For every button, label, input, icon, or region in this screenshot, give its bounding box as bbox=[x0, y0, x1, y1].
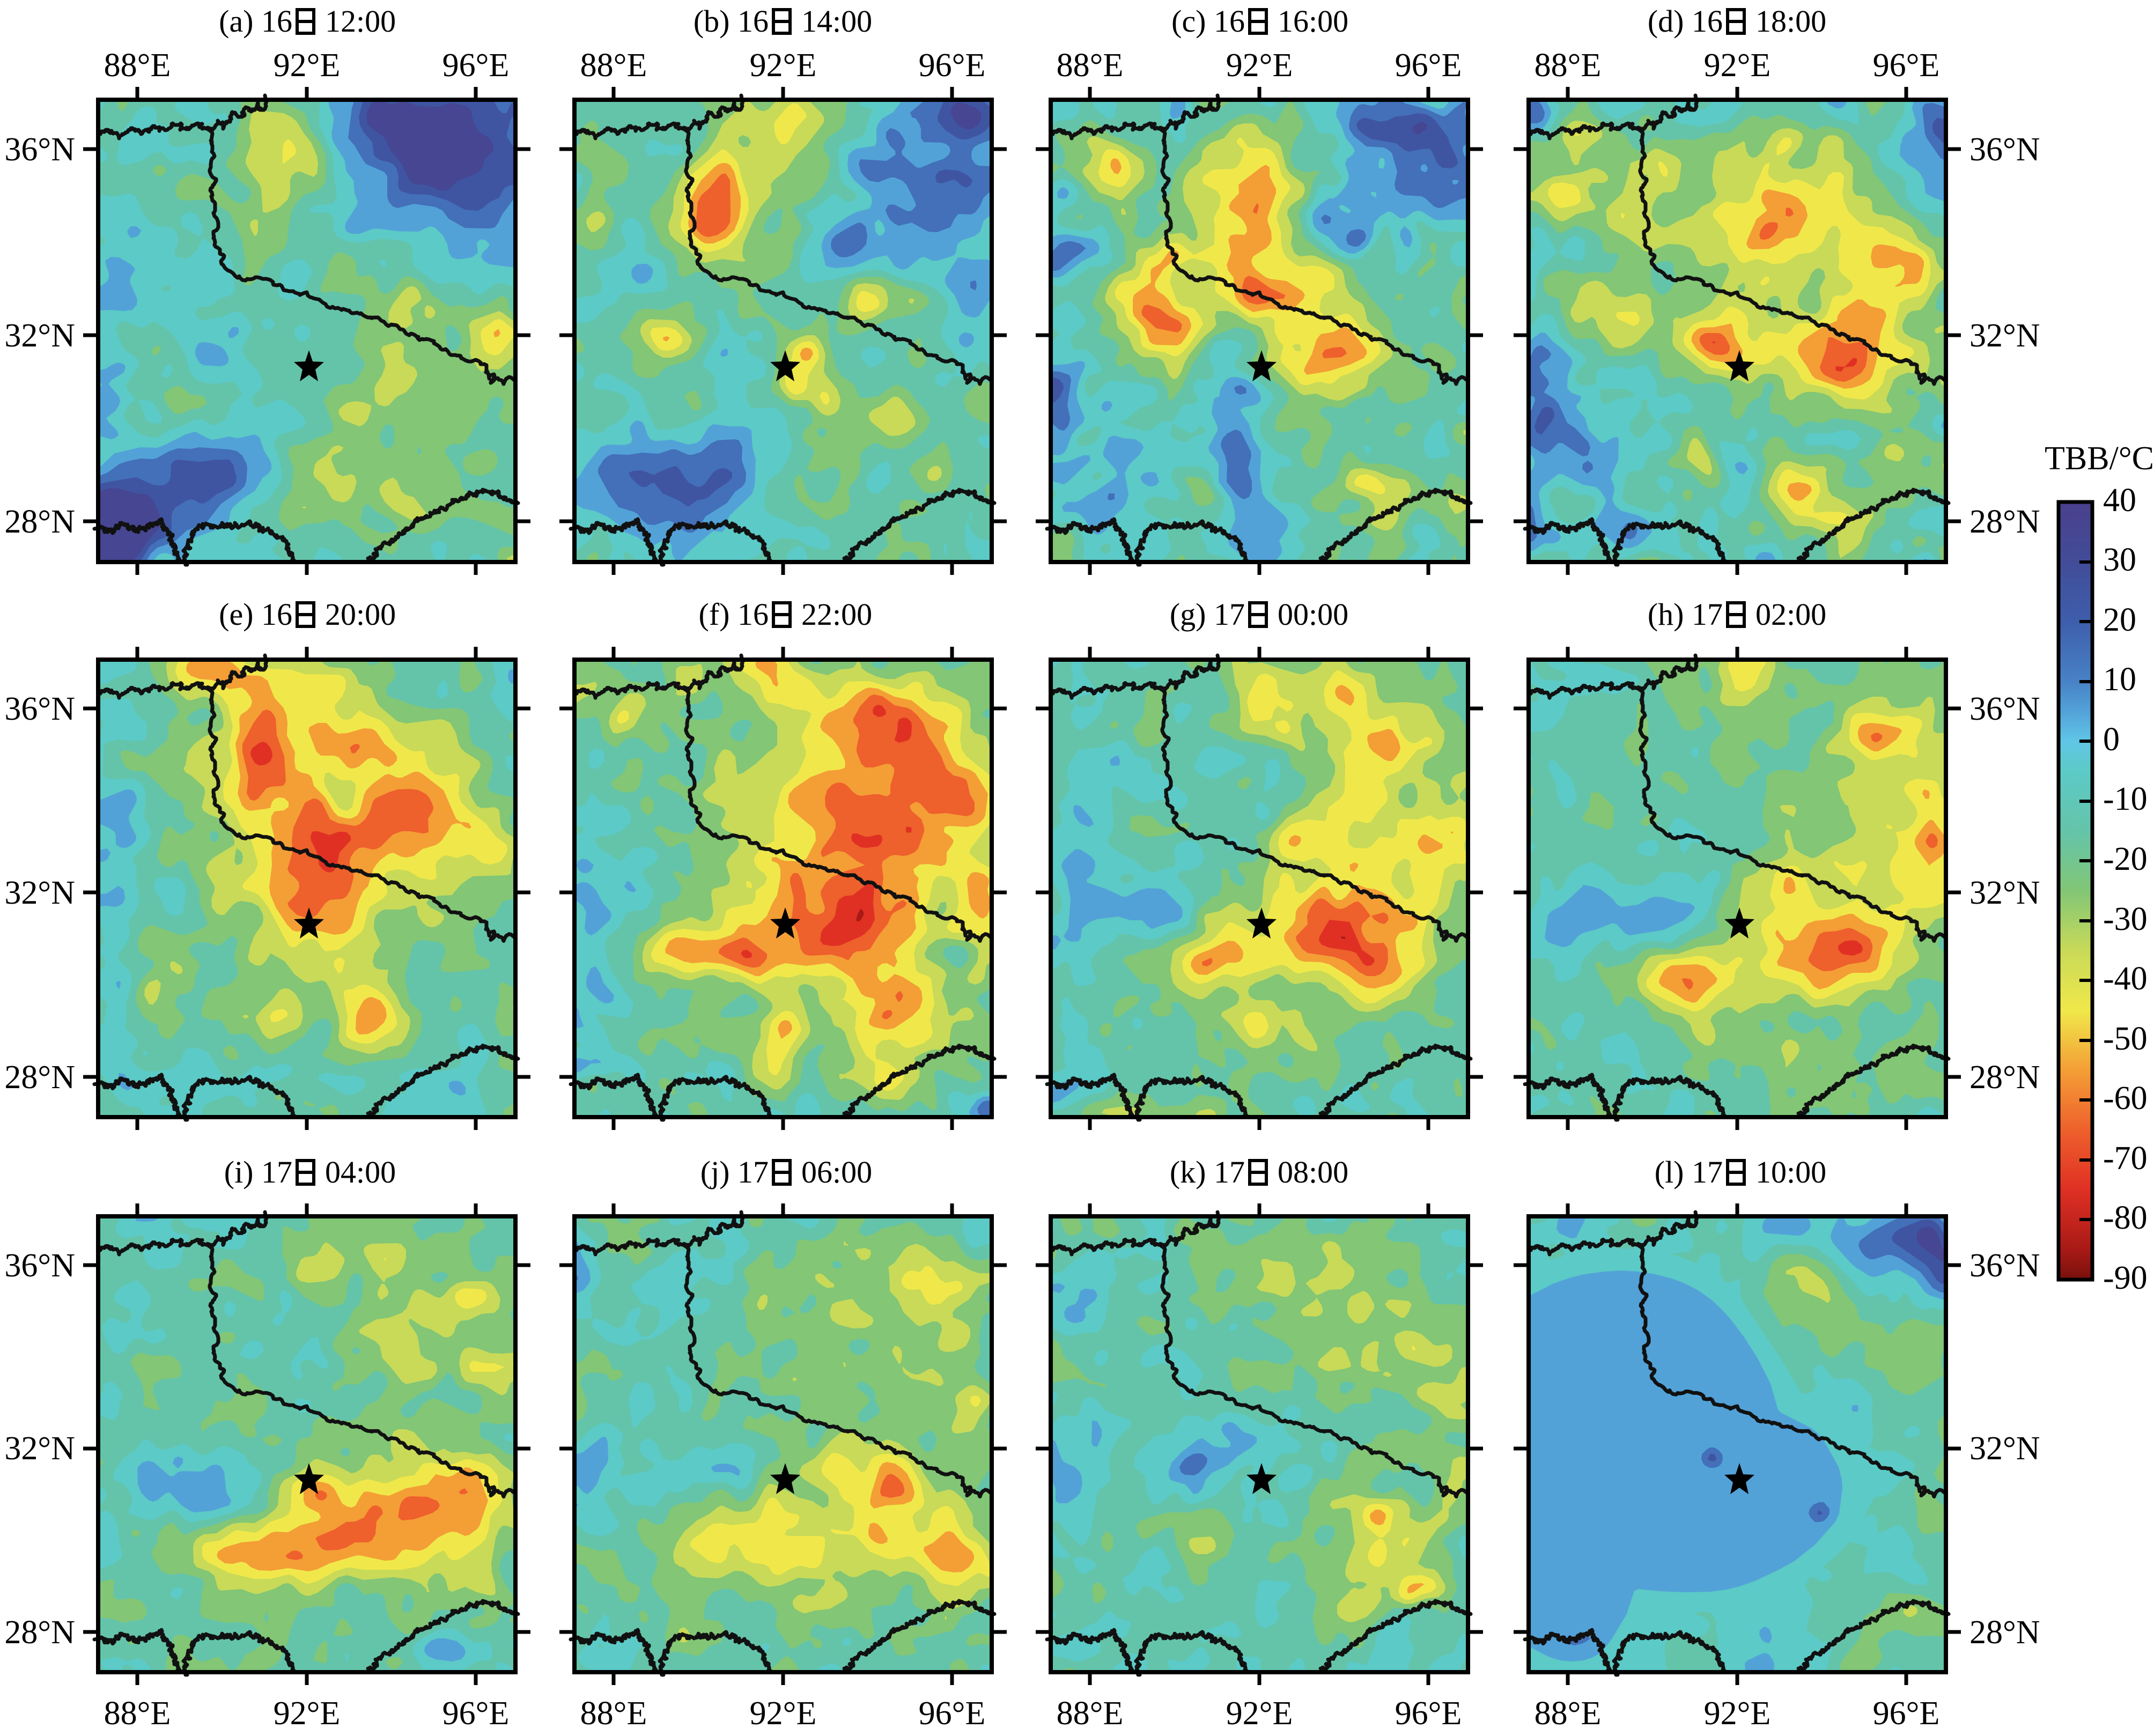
svg-text:28°N: 28°N bbox=[1969, 504, 2040, 540]
svg-text:-10: -10 bbox=[2103, 781, 2148, 817]
svg-text:36°N: 36°N bbox=[1969, 131, 2040, 168]
svg-text:(i) 17: (i) 17 bbox=[224, 1155, 292, 1190]
svg-text:-20: -20 bbox=[2103, 841, 2148, 877]
svg-text:36°N: 36°N bbox=[4, 1247, 75, 1284]
svg-text:88°E: 88°E bbox=[1057, 1695, 1124, 1732]
svg-text:96°E: 96°E bbox=[919, 1695, 986, 1732]
svg-text:32°N: 32°N bbox=[4, 875, 75, 911]
svg-text:06:00: 06:00 bbox=[801, 1155, 872, 1190]
svg-text:32°N: 32°N bbox=[1969, 1430, 2040, 1467]
svg-text:-70: -70 bbox=[2103, 1140, 2148, 1177]
svg-text:08:00: 08:00 bbox=[1278, 1155, 1348, 1190]
svg-text:0: 0 bbox=[2103, 721, 2120, 758]
svg-text:-50: -50 bbox=[2103, 1021, 2148, 1057]
svg-text:-60: -60 bbox=[2103, 1080, 2148, 1117]
svg-text:(k) 17: (k) 17 bbox=[1170, 1155, 1245, 1190]
svg-text:32°N: 32°N bbox=[4, 1430, 75, 1467]
svg-text:-90: -90 bbox=[2103, 1260, 2148, 1296]
svg-text:28°N: 28°N bbox=[4, 504, 75, 540]
svg-text:40: 40 bbox=[2103, 482, 2136, 519]
svg-text:-80: -80 bbox=[2103, 1200, 2148, 1236]
svg-text:32°N: 32°N bbox=[1969, 317, 2040, 354]
svg-text:36°N: 36°N bbox=[4, 691, 75, 727]
svg-text:(j) 17: (j) 17 bbox=[700, 1155, 769, 1190]
svg-text:88°E: 88°E bbox=[1535, 1695, 1602, 1732]
svg-text:(l) 17: (l) 17 bbox=[1655, 1155, 1723, 1190]
svg-text:92°E: 92°E bbox=[1704, 1695, 1771, 1732]
svg-text:20:00: 20:00 bbox=[325, 597, 396, 632]
svg-text:92°E: 92°E bbox=[274, 47, 341, 84]
svg-text:(d) 16: (d) 16 bbox=[1648, 4, 1723, 39]
svg-text:(c) 16: (c) 16 bbox=[1171, 4, 1245, 39]
svg-text:92°E: 92°E bbox=[750, 47, 817, 84]
svg-text:30: 30 bbox=[2103, 542, 2136, 578]
svg-text:10: 10 bbox=[2103, 661, 2136, 698]
svg-text:(a) 16: (a) 16 bbox=[219, 4, 292, 39]
svg-text:TBB/°C: TBB/°C bbox=[2045, 440, 2154, 477]
svg-text:92°E: 92°E bbox=[750, 1695, 817, 1732]
svg-text:28°N: 28°N bbox=[4, 1614, 75, 1651]
svg-text:96°E: 96°E bbox=[442, 47, 510, 84]
svg-text:20: 20 bbox=[2103, 602, 2136, 638]
svg-text:88°E: 88°E bbox=[1057, 47, 1124, 84]
svg-text:92°E: 92°E bbox=[274, 1695, 341, 1732]
svg-text:04:00: 04:00 bbox=[325, 1155, 396, 1190]
svg-text:88°E: 88°E bbox=[104, 47, 171, 84]
svg-text:88°E: 88°E bbox=[104, 1695, 171, 1732]
svg-text:92°E: 92°E bbox=[1226, 1695, 1293, 1732]
svg-text:18:00: 18:00 bbox=[1755, 4, 1826, 39]
svg-text:22:00: 22:00 bbox=[801, 597, 872, 632]
svg-text:88°E: 88°E bbox=[580, 47, 647, 84]
svg-text:88°E: 88°E bbox=[580, 1695, 647, 1732]
svg-text:10:00: 10:00 bbox=[1755, 1155, 1826, 1190]
svg-text:14:00: 14:00 bbox=[801, 4, 872, 39]
svg-text:96°E: 96°E bbox=[1873, 1695, 1940, 1732]
svg-text:28°N: 28°N bbox=[1969, 1059, 2040, 1096]
svg-text:36°N: 36°N bbox=[1969, 691, 2040, 727]
svg-text:00:00: 00:00 bbox=[1278, 597, 1348, 632]
svg-text:16:00: 16:00 bbox=[1278, 4, 1348, 39]
svg-text:(h) 17: (h) 17 bbox=[1648, 597, 1723, 632]
svg-text:92°E: 92°E bbox=[1704, 47, 1771, 84]
svg-text:02:00: 02:00 bbox=[1755, 597, 1826, 632]
svg-text:(b) 16: (b) 16 bbox=[694, 4, 769, 39]
svg-text:96°E: 96°E bbox=[1395, 47, 1462, 84]
svg-text:92°E: 92°E bbox=[1226, 47, 1293, 84]
svg-text:96°E: 96°E bbox=[1395, 1695, 1462, 1732]
svg-text:96°E: 96°E bbox=[919, 47, 986, 84]
svg-text:12:00: 12:00 bbox=[325, 4, 396, 39]
svg-text:96°E: 96°E bbox=[442, 1695, 510, 1732]
svg-text:28°N: 28°N bbox=[4, 1059, 75, 1096]
svg-text:32°N: 32°N bbox=[4, 317, 75, 354]
svg-text:88°E: 88°E bbox=[1535, 47, 1602, 84]
svg-text:-30: -30 bbox=[2103, 901, 2148, 937]
svg-text:28°N: 28°N bbox=[1969, 1614, 2040, 1651]
svg-text:(e) 16: (e) 16 bbox=[219, 597, 292, 632]
svg-text:96°E: 96°E bbox=[1873, 47, 1940, 84]
svg-text:(g) 17: (g) 17 bbox=[1170, 597, 1245, 632]
svg-text:36°N: 36°N bbox=[1969, 1247, 2040, 1284]
svg-text:36°N: 36°N bbox=[4, 131, 75, 168]
svg-text:32°N: 32°N bbox=[1969, 875, 2040, 911]
svg-text:-40: -40 bbox=[2103, 961, 2148, 997]
svg-text:(f) 16: (f) 16 bbox=[699, 597, 769, 632]
